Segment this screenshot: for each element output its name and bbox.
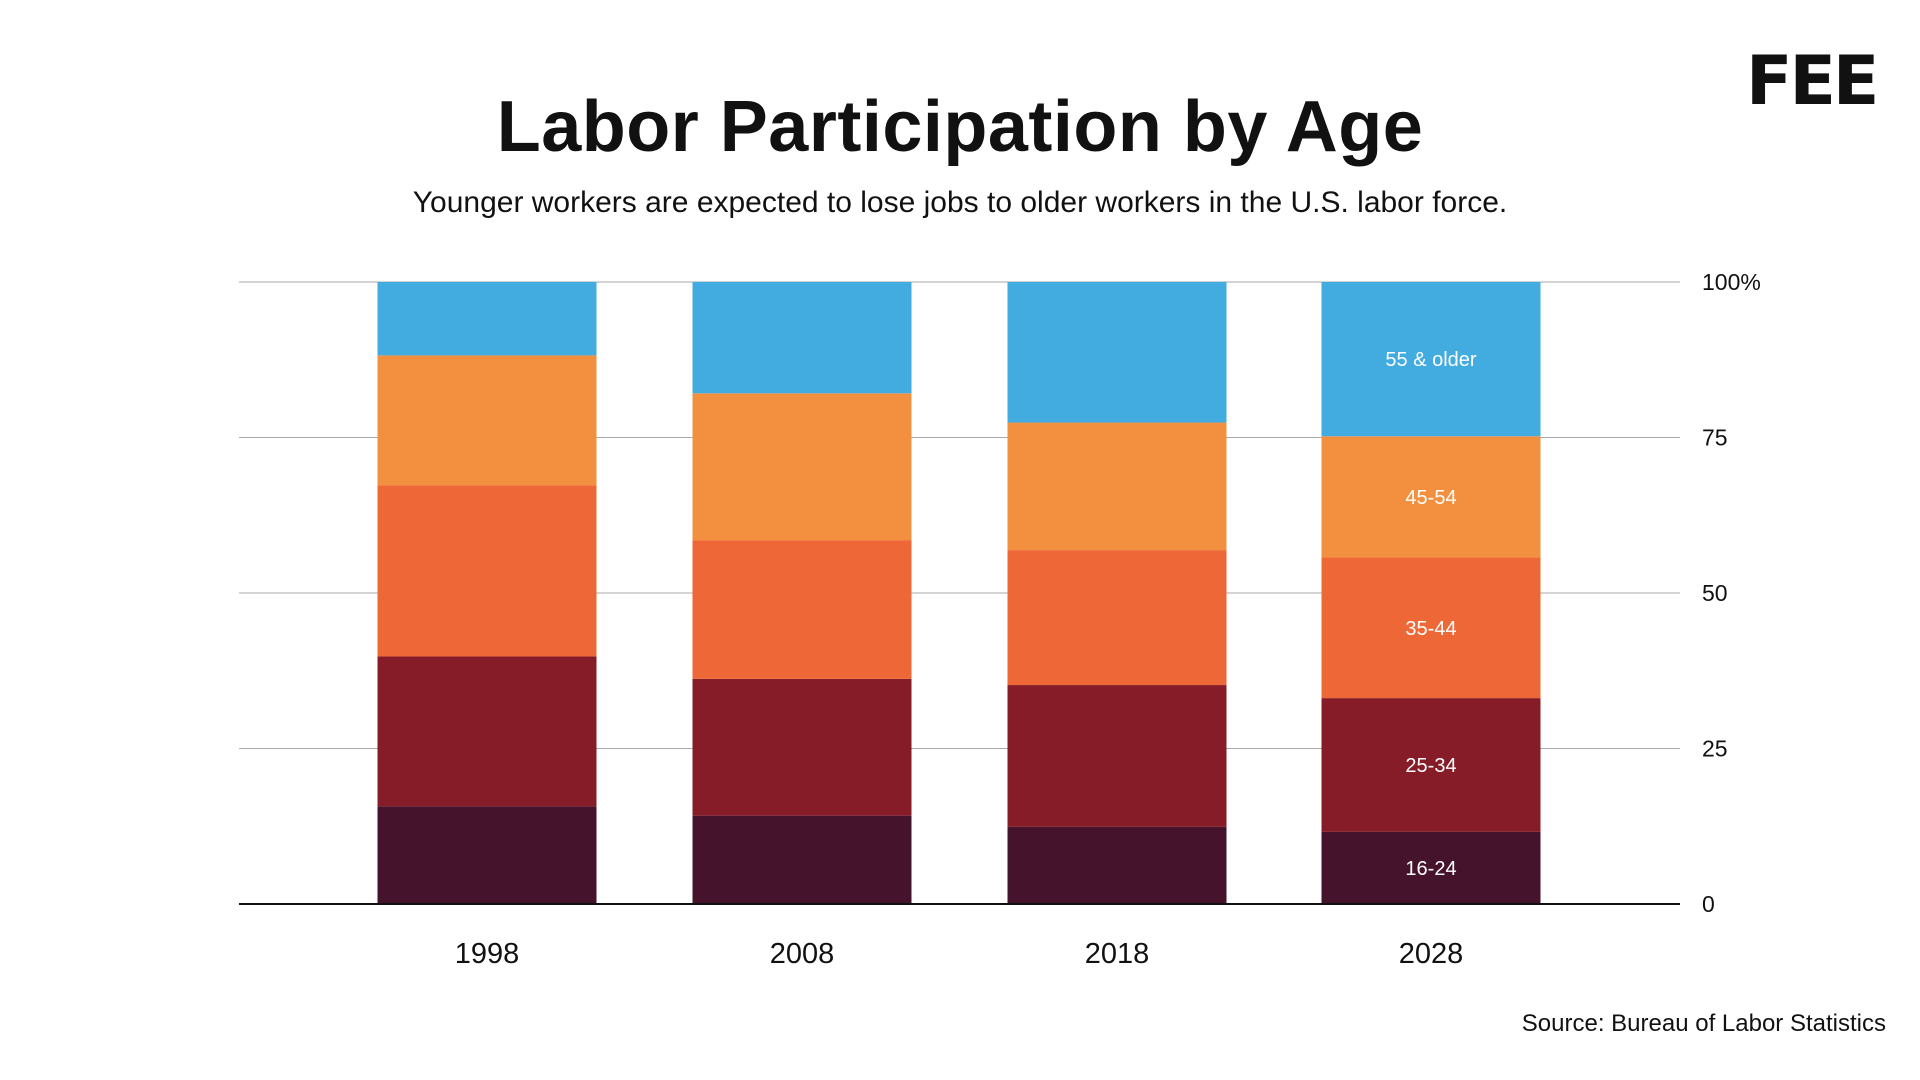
y-tick-label: 0 [1702, 891, 1715, 917]
bar-segment-35-44-2008 [692, 540, 912, 679]
bar-segment-16-24-2008 [692, 815, 912, 904]
bar-segment-45-54-2028 [1321, 436, 1541, 558]
chart-title: Labor Participation by Age [496, 87, 1424, 167]
x-tick-label: 2028 [1399, 938, 1464, 970]
bar-segment-16-24-1998 [377, 806, 597, 904]
y-tick-label: 50 [1702, 580, 1728, 606]
x-tick-label: 2008 [770, 938, 835, 970]
bar-segment-16-24-2018 [1007, 826, 1227, 904]
bar-segment-55-older-2018 [1007, 282, 1227, 423]
bar-segment-55-older-2008 [692, 282, 912, 394]
segment-label: 45-54 [1405, 487, 1456, 509]
bar-segment-25-34-2018 [1007, 685, 1227, 827]
source-note: Source: Bureau of Labor Statistics [1521, 1010, 1886, 1037]
bar-segment-55-older-2028 [1321, 282, 1541, 437]
bar-segment-45-54-1998 [377, 355, 597, 486]
bar-segment-16-24-2028 [1321, 831, 1541, 904]
y-tick-label: 25 [1702, 736, 1728, 762]
fee-logo: FEE [1746, 42, 1879, 121]
segment-label: 16-24 [1405, 858, 1456, 880]
segment-label: 25-34 [1405, 755, 1456, 777]
bar-segment-45-54-2018 [1007, 422, 1227, 551]
x-tick-label: 2018 [1085, 938, 1150, 970]
bar-segment-55-older-1998 [377, 282, 597, 356]
segment-label: 35-44 [1405, 618, 1456, 640]
chart-subtitle: Younger workers are expected to lose job… [412, 186, 1508, 219]
x-tick-label: 1998 [455, 938, 520, 970]
bar-segment-25-34-2008 [692, 678, 912, 816]
segment-label: 55 & older [1385, 349, 1477, 371]
bar-segment-35-44-2028 [1321, 557, 1541, 699]
bar-segment-35-44-1998 [377, 485, 597, 657]
bar-segment-45-54-2008 [692, 393, 912, 541]
bar-segment-25-34-1998 [377, 656, 597, 807]
bar-segment-35-44-2018 [1007, 550, 1227, 686]
y-tick-label: 100% [1702, 269, 1761, 295]
y-tick-label: 75 [1702, 425, 1728, 451]
bar-segment-25-34-2028 [1321, 698, 1541, 832]
